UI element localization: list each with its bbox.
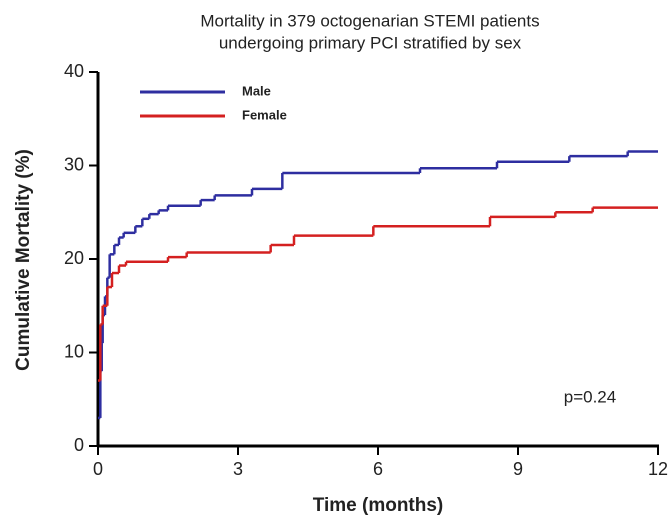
y-tick-label: 10 xyxy=(64,341,84,361)
x-tick-label: 9 xyxy=(513,459,523,479)
x-tick-label: 6 xyxy=(373,459,383,479)
y-tick-label: 20 xyxy=(64,248,84,268)
legend-label: Female xyxy=(242,107,287,122)
chart-title: Mortality in 379 octogenarian STEMI pati… xyxy=(200,11,539,30)
y-tick-label: 40 xyxy=(64,61,84,81)
y-tick-label: 30 xyxy=(64,154,84,174)
annotation: p=0.24 xyxy=(564,387,616,406)
legend-label: Male xyxy=(242,83,271,98)
x-tick-label: 12 xyxy=(648,459,668,479)
y-tick-label: 0 xyxy=(74,435,84,455)
chart-title: undergoing primary PCI stratified by sex xyxy=(219,33,522,52)
x-axis-label: Time (months) xyxy=(313,495,444,516)
y-axis-label: Cumulative Mortality (%) xyxy=(13,149,34,371)
x-tick-label: 3 xyxy=(233,459,243,479)
x-tick-label: 0 xyxy=(93,459,103,479)
